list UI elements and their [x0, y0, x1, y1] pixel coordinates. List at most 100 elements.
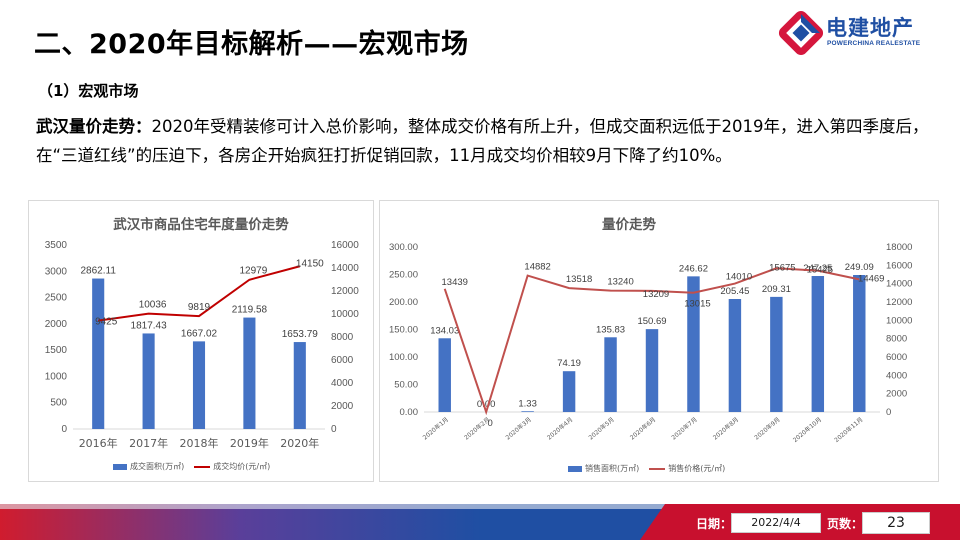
svg-text:2020年9月: 2020年9月: [753, 415, 782, 441]
svg-text:0.00: 0.00: [400, 407, 419, 418]
date-value: 2022/4/4: [731, 513, 821, 533]
analysis-paragraph: 武汉量价走势：2020年受精装修可计入总价影响，整体成交价格有所上升，但成交面积…: [36, 112, 936, 170]
svg-text:6000: 6000: [886, 352, 907, 363]
svg-text:150.00: 150.00: [389, 325, 418, 336]
logo-text-cn: 电建地产: [826, 16, 914, 40]
svg-text:247.25: 247.25: [803, 263, 832, 274]
svg-text:3000: 3000: [45, 266, 68, 277]
svg-text:9819: 9819: [188, 302, 211, 313]
svg-text:1.33: 1.33: [518, 398, 537, 409]
svg-text:2020年5月: 2020年5月: [587, 415, 616, 441]
svg-text:2019年: 2019年: [230, 436, 269, 450]
svg-text:2020年3月: 2020年3月: [504, 415, 533, 441]
svg-text:4000: 4000: [886, 370, 907, 381]
svg-text:205.45: 205.45: [720, 286, 749, 297]
svg-text:6000: 6000: [331, 355, 354, 366]
svg-text:14000: 14000: [331, 263, 359, 274]
svg-text:2000: 2000: [886, 389, 907, 400]
svg-text:1000: 1000: [45, 371, 68, 382]
page-title: 二、2020年目标解析——宏观市场: [34, 29, 469, 60]
svg-text:16000: 16000: [886, 260, 912, 271]
svg-text:10036: 10036: [139, 300, 167, 311]
svg-text:0: 0: [488, 418, 493, 429]
svg-text:150.69: 150.69: [637, 316, 666, 327]
svg-text:200.00: 200.00: [389, 297, 418, 308]
legend-item-area: 销售面积(万㎡): [568, 463, 639, 474]
svg-text:13518: 13518: [566, 274, 592, 285]
svg-text:14000: 14000: [886, 279, 912, 290]
svg-text:12000: 12000: [886, 297, 912, 308]
svg-text:14010: 14010: [726, 272, 752, 283]
section-subheading: （1）宏观市场: [38, 82, 139, 100]
chart-legend: 成交面积(万㎡) 成交均价(元/㎡): [113, 461, 270, 472]
monthly-volume-price-chart: 量价走势 0.00 50.00 100.00 150.00 200.00 250.00 30…: [379, 200, 939, 482]
svg-text:3500: 3500: [45, 240, 68, 251]
logo-text-en: POWERCHINA REALESTATE: [827, 40, 921, 47]
svg-text:10000: 10000: [331, 309, 359, 320]
legend-item-price: 销售价格(元/㎡): [649, 463, 725, 474]
svg-text:134.03: 134.03: [430, 325, 459, 336]
svg-text:0: 0: [61, 424, 67, 435]
svg-text:0.00: 0.00: [477, 399, 496, 410]
chart-title: 量价走势: [602, 217, 656, 233]
svg-text:18000: 18000: [886, 242, 912, 253]
svg-text:13209: 13209: [643, 289, 669, 300]
svg-text:9425: 9425: [95, 317, 118, 328]
chart-title: 武汉市商品住宅年度量价走势: [113, 217, 289, 233]
svg-text:12979: 12979: [239, 266, 267, 277]
chart-plot: 0.00 50.00 100.00 150.00 200.00 250.00 300.00 0…: [389, 242, 912, 444]
svg-text:2862.11: 2862.11: [80, 266, 116, 277]
svg-text:2000: 2000: [331, 401, 354, 412]
svg-text:249.09: 249.09: [845, 262, 874, 273]
svg-text:12000: 12000: [331, 286, 359, 297]
svg-text:2020年: 2020年: [280, 436, 319, 450]
svg-text:15425: 15425: [807, 265, 833, 276]
logo-mark-icon: [778, 10, 824, 56]
svg-text:2016年: 2016年: [79, 436, 118, 450]
svg-text:2017年: 2017年: [129, 436, 168, 450]
svg-text:1653.79: 1653.79: [282, 329, 319, 340]
svg-text:250.00: 250.00: [389, 270, 418, 281]
svg-text:500: 500: [50, 398, 67, 409]
svg-text:2018年: 2018年: [180, 436, 219, 450]
svg-text:13015: 13015: [684, 299, 710, 310]
svg-text:1667.02: 1667.02: [181, 328, 218, 339]
svg-text:15675: 15675: [769, 262, 795, 273]
svg-text:8000: 8000: [331, 332, 354, 343]
svg-text:100.00: 100.00: [389, 352, 418, 363]
svg-text:50.00: 50.00: [394, 380, 418, 391]
svg-text:300.00: 300.00: [389, 242, 418, 253]
svg-text:8000: 8000: [886, 334, 907, 345]
chart-plot: 0 500 1000 1500 2000 2500 3000 3500 0 2000 4000 600…: [45, 240, 359, 450]
svg-text:14469: 14469: [858, 273, 884, 284]
svg-text:14882: 14882: [524, 262, 550, 273]
svg-text:13240: 13240: [607, 277, 633, 288]
annual-volume-price-chart: 武汉市商品住宅年度量价走势 0 500 1000 1500 2000 2500 3000 35…: [28, 200, 374, 482]
svg-text:0: 0: [331, 424, 337, 435]
svg-text:2020年1月: 2020年1月: [421, 415, 450, 441]
svg-text:2020年8月: 2020年8月: [711, 415, 740, 441]
legend-item-area: 成交面积(万㎡): [113, 461, 184, 472]
chart-legend: 销售面积(万㎡) 销售价格(元/㎡): [568, 463, 725, 474]
paragraph-lead: 武汉量价走势：: [36, 117, 152, 136]
date-label: 日期：: [696, 517, 733, 531]
svg-text:13439: 13439: [442, 277, 468, 288]
svg-text:2020年7月: 2020年7月: [670, 415, 699, 441]
svg-text:1500: 1500: [45, 345, 68, 356]
svg-text:14150: 14150: [296, 258, 324, 269]
company-logo: 电建地产 POWERCHINA REALESTATE: [778, 10, 950, 56]
svg-text:135.83: 135.83: [596, 324, 625, 335]
svg-text:2020年11月: 2020年11月: [833, 415, 865, 444]
legend-item-price: 成交均价(元/㎡): [194, 461, 270, 472]
paragraph-body: 2020年受精装修可计入总价影响，整体成交价格有所上升，但成交面积远低于2019…: [36, 117, 929, 165]
svg-text:2020年10月: 2020年10月: [791, 415, 823, 444]
svg-text:74.19: 74.19: [557, 358, 581, 369]
svg-text:2500: 2500: [45, 293, 68, 304]
svg-text:0: 0: [886, 407, 891, 418]
svg-text:2020年6月: 2020年6月: [628, 415, 657, 441]
svg-text:1817.43: 1817.43: [131, 320, 168, 331]
svg-text:2020年4月: 2020年4月: [545, 415, 574, 441]
svg-text:10000: 10000: [886, 315, 912, 326]
svg-text:246.62: 246.62: [679, 263, 708, 274]
svg-text:2000: 2000: [45, 319, 68, 330]
